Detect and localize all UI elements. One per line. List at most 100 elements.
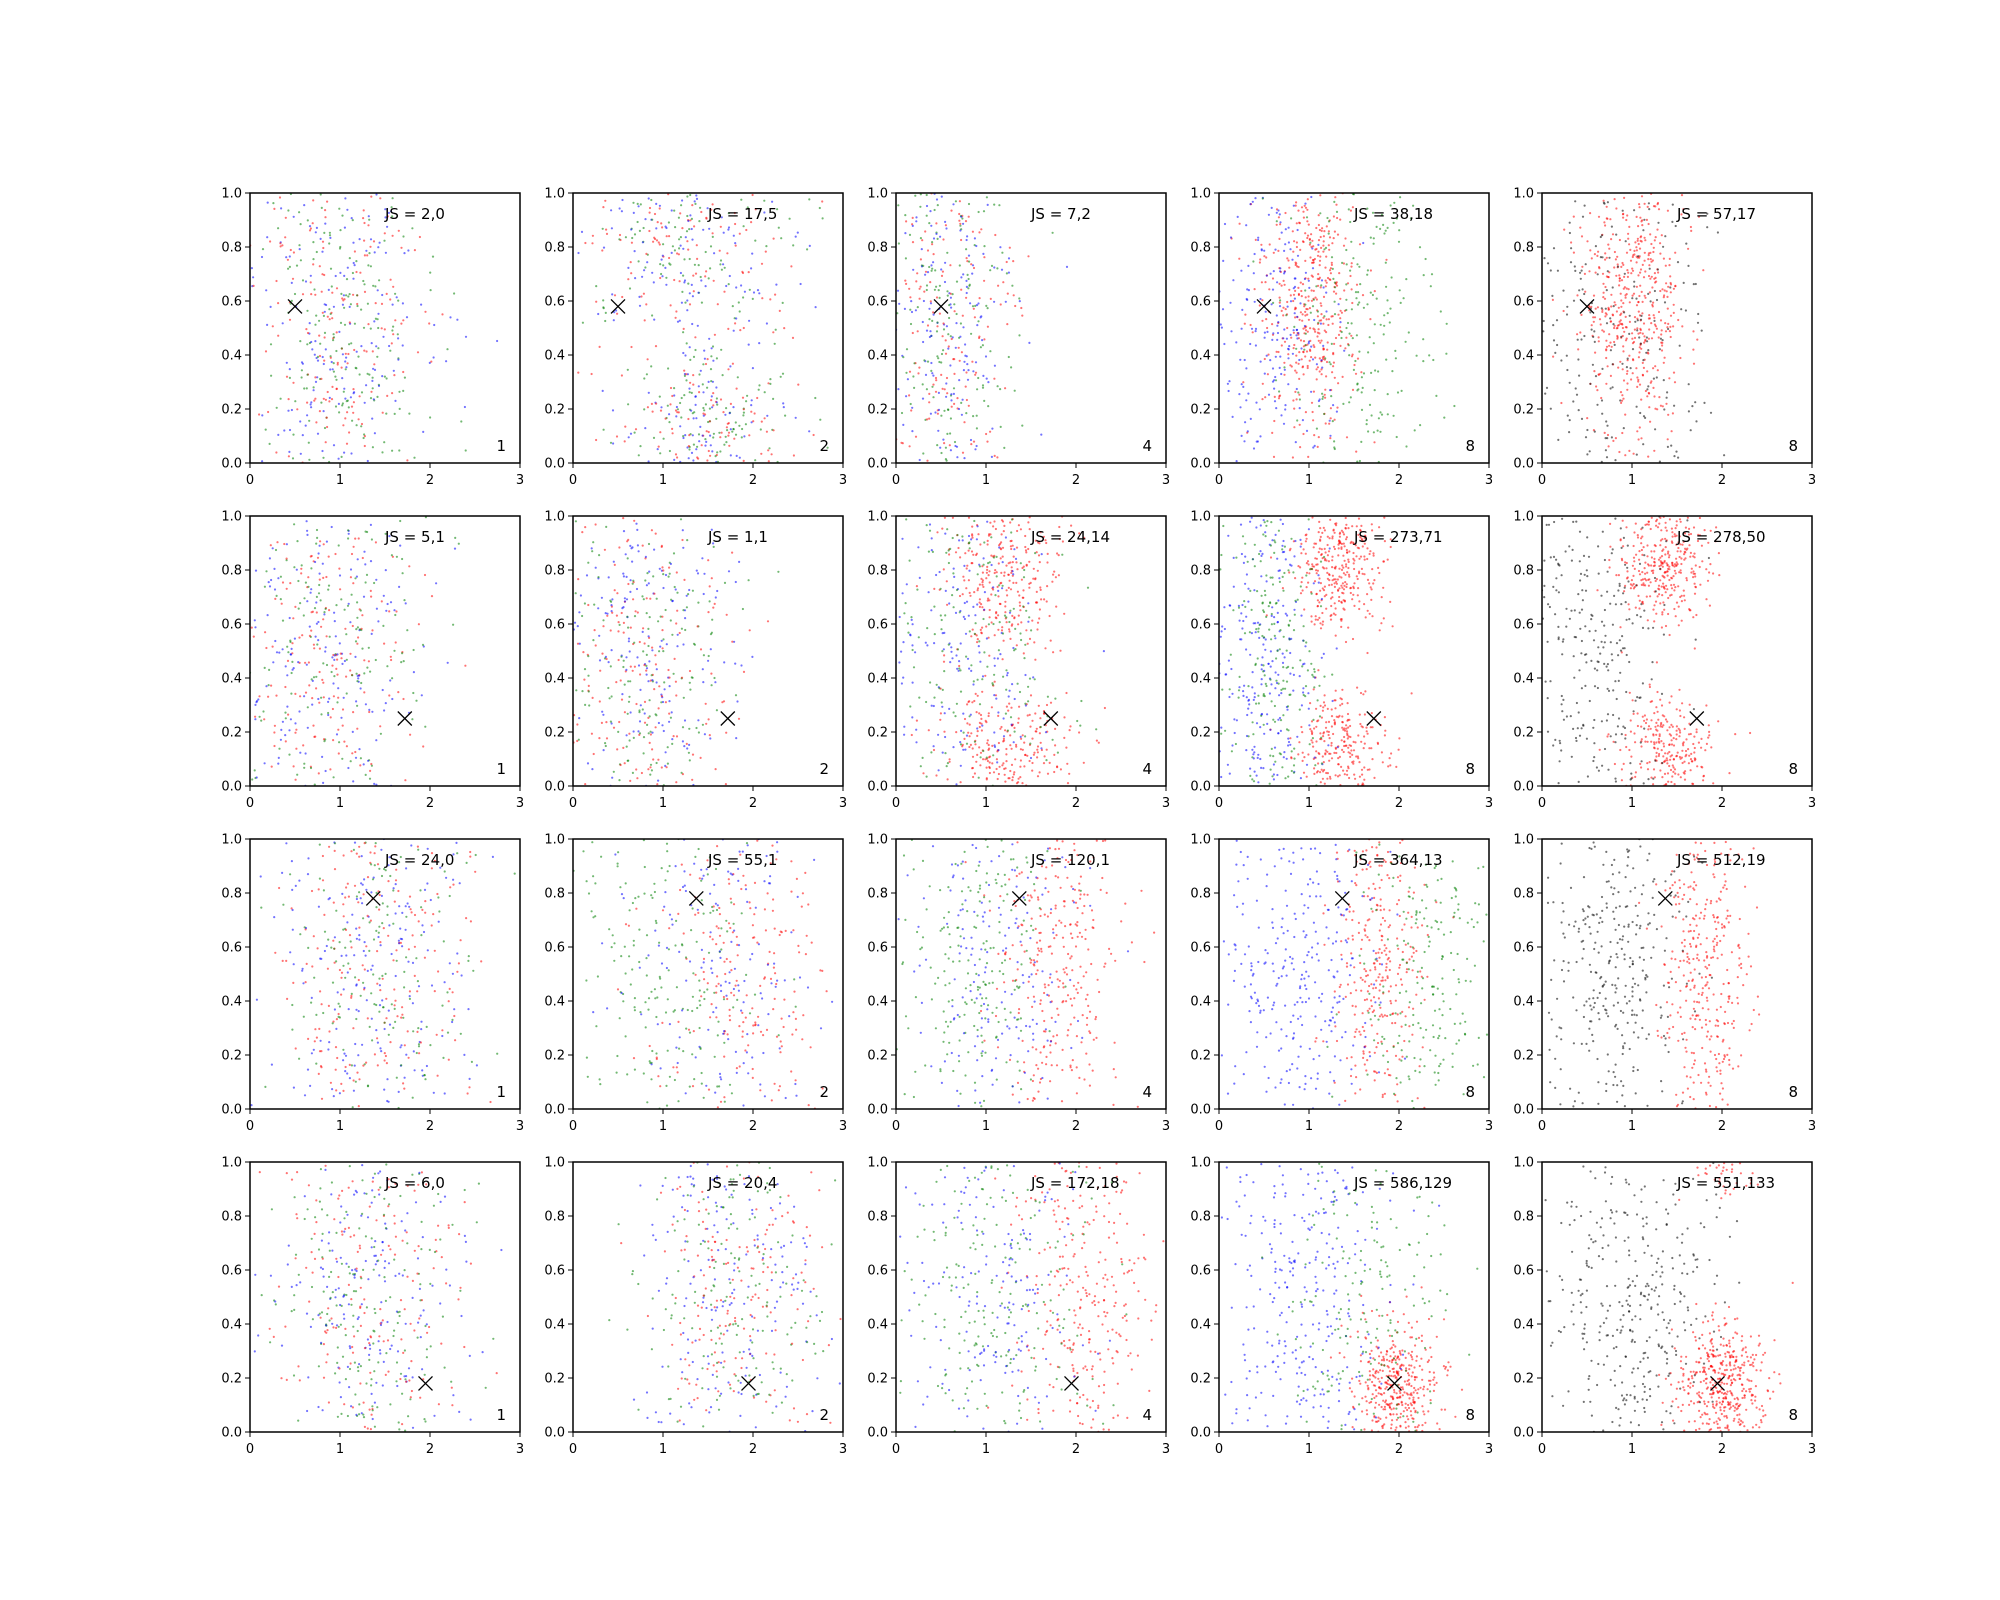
scatter-point <box>1345 263 1348 266</box>
scatter-point <box>1021 782 1024 785</box>
scatter-point <box>960 351 964 354</box>
scatter-point <box>1079 724 1082 727</box>
scatter-point <box>937 769 940 772</box>
scatter-point <box>305 387 308 390</box>
scatter-point <box>1651 259 1654 262</box>
scatter-point <box>1319 302 1322 305</box>
scatter-point <box>760 420 763 423</box>
y-tick-label: 0.0 <box>867 457 888 472</box>
scatter-point <box>1042 535 1045 538</box>
scatter-point <box>273 207 276 210</box>
scatter-point <box>1697 312 1700 316</box>
scatter-point <box>1654 276 1657 279</box>
scatter-point <box>1002 639 1005 642</box>
scatter-point <box>1662 245 1665 248</box>
scatter-point <box>1275 350 1278 353</box>
scatter-point <box>1615 207 1618 210</box>
scatter-point <box>723 290 726 293</box>
scatter-point <box>376 395 379 398</box>
scatter-point <box>971 767 974 770</box>
scatter-point <box>654 713 657 716</box>
corner-label: 1 <box>496 437 506 455</box>
scatter-point <box>1325 291 1328 294</box>
scatter-point <box>279 242 282 245</box>
scatter-point <box>973 699 976 703</box>
scatter-point <box>289 653 292 656</box>
scatter-point <box>1055 605 1058 608</box>
scatter-point <box>960 276 963 279</box>
scatter-point <box>607 576 610 579</box>
scatter-point <box>601 249 604 252</box>
scatter-point <box>996 456 999 459</box>
scatter-point <box>1635 453 1638 456</box>
scatter-point <box>343 387 346 390</box>
scatter-point <box>1601 272 1605 275</box>
scatter-point <box>999 582 1002 585</box>
scatter-point <box>959 224 962 227</box>
scatter-point <box>1626 269 1629 272</box>
scatter-point <box>925 524 928 527</box>
scatter-point <box>1586 428 1589 432</box>
scatter-point <box>1625 372 1629 375</box>
scatter-point <box>304 581 307 584</box>
scatter-point <box>699 756 702 760</box>
scatter-point <box>733 211 736 215</box>
scatter-point <box>986 568 989 572</box>
scatter-point <box>1006 323 1009 326</box>
scatter-point <box>1299 302 1302 305</box>
scatter-point <box>1635 285 1638 288</box>
scatter-point <box>1383 314 1386 317</box>
scatter-point <box>270 374 273 377</box>
scatter-point <box>1347 208 1350 211</box>
scatter-point <box>1572 215 1575 218</box>
scatter-point <box>946 290 949 293</box>
scatter-point <box>1024 549 1028 552</box>
scatter-point <box>1605 217 1608 220</box>
scatter-point <box>284 717 287 720</box>
scatter-point <box>653 688 656 691</box>
scatter-point <box>935 232 938 235</box>
scatter-point <box>662 243 665 246</box>
scatter-point <box>1268 288 1271 291</box>
scatter-point <box>371 350 374 353</box>
scatter-point <box>1275 220 1278 223</box>
scatter-point <box>692 374 695 377</box>
scatter-point <box>317 620 320 624</box>
scatter-point <box>1321 227 1324 230</box>
scatter-point <box>1295 334 1298 337</box>
scatter-point <box>972 370 975 373</box>
scatter-point <box>671 738 674 741</box>
scatter-point <box>294 722 297 725</box>
scatter-point <box>919 205 922 208</box>
scatter-point <box>649 733 653 736</box>
scatter-point <box>704 702 707 705</box>
scatter-point <box>329 355 332 358</box>
scatter-point <box>973 772 977 775</box>
scatter-point <box>714 681 717 684</box>
scatter-point <box>269 343 273 346</box>
y-tick-label: 0.0 <box>544 457 565 472</box>
scatter-point <box>1313 257 1316 261</box>
scatter-point <box>594 566 597 569</box>
scatter-point <box>1656 408 1659 411</box>
scatter-point <box>684 628 687 632</box>
scatter-point <box>1294 289 1297 292</box>
scatter-point <box>647 627 650 631</box>
scatter-point <box>1383 324 1386 327</box>
scatter-point <box>1332 237 1335 240</box>
scatter-point <box>1245 399 1248 402</box>
scatter-point <box>269 240 272 243</box>
scatter-point <box>973 237 977 240</box>
scatter-point <box>642 292 646 295</box>
scatter-point <box>690 676 693 679</box>
scatter-point <box>612 560 615 563</box>
scatter-point <box>769 382 772 385</box>
scatter-panel-r2c3: 0 1 2 30.00.20.40.60.81.0JS = 24,144 <box>867 510 1170 812</box>
scatter-point <box>1604 285 1607 289</box>
scatter-point <box>612 442 615 445</box>
scatter-point <box>937 408 941 411</box>
scatter-point <box>933 587 936 591</box>
scatter-point <box>312 241 315 244</box>
scatter-point <box>1628 225 1631 228</box>
scatter-point <box>1296 315 1299 318</box>
